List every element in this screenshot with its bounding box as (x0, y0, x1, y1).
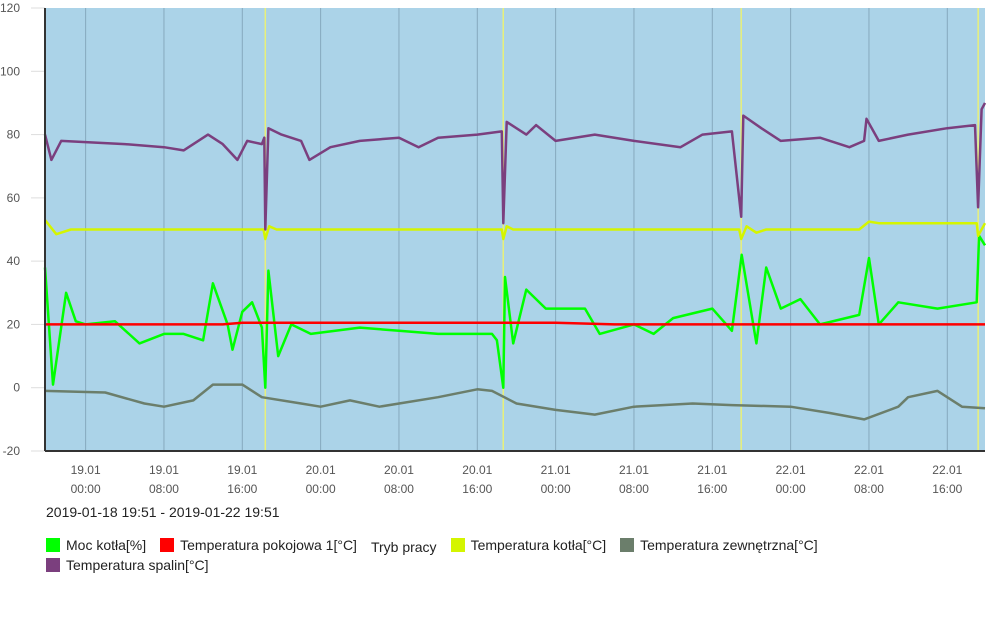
legend-item[interactable]: Moc kotła[%] (46, 536, 146, 554)
y-tick-label: 80 (7, 128, 21, 142)
y-tick-label: 100 (0, 64, 20, 78)
series-line (43, 102, 987, 231)
legend-swatch (450, 538, 465, 552)
x-tick-label: 19.01 (71, 463, 101, 477)
x-tick-label: 16:00 (697, 482, 727, 496)
date-range-label: 2019-01-18 19:51 - 2019-01-22 19:51 (46, 504, 280, 520)
x-tick-label: 16:00 (932, 482, 962, 496)
x-tick-label: 16:00 (227, 482, 257, 496)
x-tick-label: 00:00 (306, 482, 336, 496)
legend: Moc kotła[%] Temperatura pokojowa 1[°C] Tr… (46, 536, 946, 576)
x-tick-label: 20.01 (384, 463, 414, 477)
x-tick-label: 21.01 (619, 463, 649, 477)
x-tick-label: 16:00 (462, 482, 492, 496)
y-tick-label: 60 (7, 191, 21, 205)
legend-swatch (46, 538, 60, 552)
x-tick-label: 08:00 (619, 482, 649, 496)
legend-label: Temperatura pokojowa 1[°C] (180, 537, 357, 553)
legend-item[interactable]: Temperatura spalin[°C] (46, 556, 209, 574)
x-tick-label: 22.01 (776, 463, 806, 477)
x-tick-label: 21.01 (697, 463, 727, 477)
y-tick-label: 40 (7, 254, 21, 268)
x-tick-label: 08:00 (384, 482, 414, 496)
legend-label: Tryb pracy (370, 539, 437, 555)
x-tick-label: 08:00 (149, 482, 179, 496)
x-tick-label: 00:00 (541, 482, 571, 496)
x-tick-label: 00:00 (71, 482, 101, 496)
y-tick-label: 0 (13, 381, 20, 395)
legend-item[interactable]: Temperatura kotła[°C] (450, 536, 607, 554)
x-tick-label: 20.01 (306, 463, 336, 477)
x-tick-label: 08:00 (854, 482, 884, 496)
x-tick-label: 22.01 (854, 463, 884, 477)
legend-label: Temperatura spalin[°C] (66, 557, 209, 573)
series-line (44, 383, 986, 421)
legend-label: Moc kotła[%] (66, 537, 147, 553)
x-tick-label: 20.01 (462, 463, 492, 477)
x-tick-label: 19.01 (149, 463, 179, 477)
legend-label: Temperatura kotła[°C] (470, 537, 607, 553)
chart: -20 0 20 40 60 80 100 120 19.01 00:00 19.01 08:00 19… (0, 1, 987, 496)
series-line (44, 219, 987, 241)
x-tick-label: 00:00 (776, 482, 806, 496)
legend-swatch (46, 558, 60, 572)
legend-label: Temperatura zewnętrzna[°C] (640, 537, 818, 553)
legend-item[interactable]: Tryb pracy (371, 538, 437, 556)
series-line (45, 321, 985, 326)
x-tick-label: 22.01 (932, 463, 962, 477)
y-tick-label: -20 (3, 444, 21, 458)
legend-item[interactable]: Temperatura pokojowa 1[°C] (160, 536, 357, 554)
legend-swatch (160, 538, 175, 552)
legend-item[interactable]: Temperatura zewnętrzna[°C] (620, 536, 818, 554)
y-tick-label: 120 (0, 1, 20, 15)
x-tick-label: 19.01 (227, 463, 257, 477)
y-tick-label: 20 (7, 317, 21, 331)
x-tick-label: 21.01 (541, 463, 571, 477)
series-line (43, 234, 987, 389)
legend-swatch (620, 538, 635, 552)
